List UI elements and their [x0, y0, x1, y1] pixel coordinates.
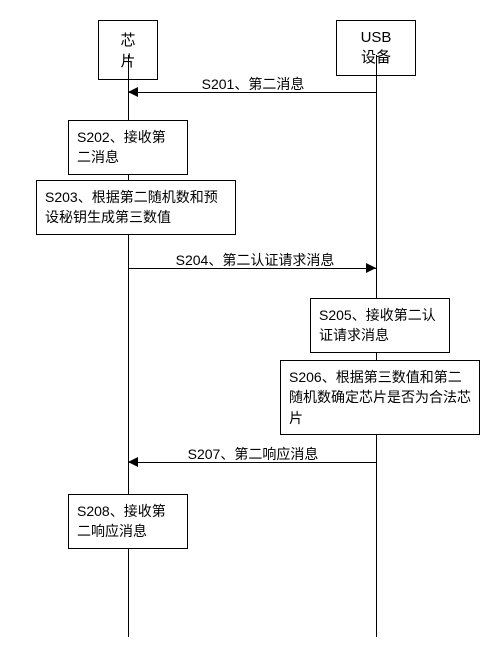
step-s203-text: S203、根据第二随机数和预设秘钥生成第三数值 [45, 189, 218, 225]
step-s205: S205、接收第二认证请求消息 [310, 298, 450, 353]
msg-s201-label: S201、第二消息 [178, 74, 328, 94]
msg-s207-label: S207、第二响应消息 [178, 444, 328, 464]
step-s202-text: S202、接收第二消息 [77, 129, 166, 165]
step-s208-text: S208、接收第二响应消息 [77, 503, 166, 539]
msg-s201-line [128, 92, 376, 93]
step-s205-text: S205、接收第二认证请求消息 [319, 307, 436, 343]
msg-s201-arrow [128, 87, 138, 97]
step-s206-text: S206、根据第三数值和第二随机数确定芯片是否为合法芯片 [289, 369, 471, 426]
step-s203: S203、根据第二随机数和预设秘钥生成第三数值 [36, 180, 236, 235]
msg-s204-arrow [366, 263, 376, 273]
step-s202: S202、接收第二消息 [68, 120, 188, 175]
msg-s207-arrow [128, 457, 138, 467]
msg-s204-label: S204、第二认证请求消息 [160, 250, 350, 270]
msg-s207-line [128, 462, 376, 463]
msg-s204-line [128, 268, 376, 269]
step-s208: S208、接收第二响应消息 [68, 494, 188, 549]
step-s206: S206、根据第三数值和第二随机数确定芯片是否为合法芯片 [280, 360, 480, 435]
